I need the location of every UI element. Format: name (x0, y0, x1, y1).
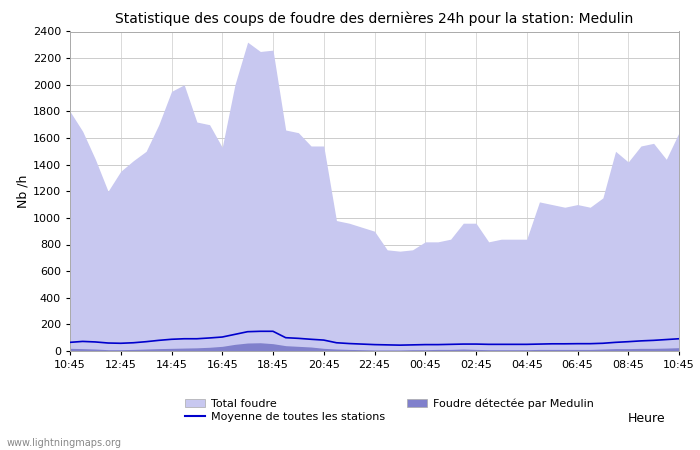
Text: www.lightningmaps.org: www.lightningmaps.org (7, 438, 122, 448)
Text: Heure: Heure (627, 412, 665, 425)
Legend: Total foudre, Moyenne de toutes les stations, Foudre détectée par Medulin: Total foudre, Moyenne de toutes les stat… (186, 398, 594, 422)
Y-axis label: Nb /h: Nb /h (17, 175, 30, 208)
Title: Statistique des coups de foudre des dernières 24h pour la station: Medulin: Statistique des coups de foudre des dern… (116, 12, 634, 26)
